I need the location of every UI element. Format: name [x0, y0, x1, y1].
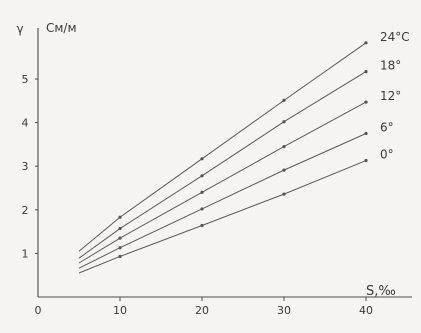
data-point [118, 226, 122, 231]
data-point [364, 100, 368, 104]
series-3: 18° [78, 59, 401, 259]
data-point [282, 120, 286, 124]
series-1: 6° [78, 121, 394, 269]
data-point [118, 236, 122, 240]
data-point [282, 144, 286, 149]
x-tick-label: 20 [195, 304, 209, 317]
data-point [282, 192, 286, 196]
series-line [78, 101, 367, 264]
data-point [364, 41, 368, 45]
axis-ticks: 0 10 20 30 40 1 2 3 4 5 [22, 73, 374, 317]
x-axis-label: S,‰ [366, 284, 396, 299]
y-tick-label: 5 [22, 73, 29, 86]
data-point [200, 157, 204, 161]
y-tick-label: 3 [22, 160, 29, 173]
data-point [282, 168, 286, 172]
series-line [78, 160, 367, 274]
series-group: 0° 6° 12° 18° 24°C [78, 30, 410, 274]
y-axis-label: Cм/м [46, 21, 77, 35]
y-tick-label: 2 [22, 204, 29, 217]
series-line [78, 71, 367, 259]
series-line [78, 133, 367, 269]
data-point [282, 98, 286, 102]
y-axis-symbol: γ [16, 22, 23, 36]
data-point [118, 246, 122, 250]
data-point [200, 223, 204, 228]
x-tick-label: 30 [277, 304, 291, 317]
series-label: 6° [380, 121, 394, 135]
series-label: 0° [380, 148, 394, 162]
series-label: 18° [380, 59, 401, 73]
series-2: 12° [78, 89, 401, 264]
series-line [78, 42, 367, 252]
y-tick-label: 1 [22, 247, 29, 260]
series-label: 12° [380, 89, 401, 103]
data-point [118, 254, 122, 259]
series-4: 24°C [78, 30, 410, 252]
data-point [118, 215, 122, 219]
x-tick-label: 0 [35, 304, 42, 317]
x-tick-label: 40 [359, 304, 373, 317]
data-point [200, 190, 204, 194]
series-label: 24°C [380, 30, 410, 44]
series-0: 0° [78, 148, 394, 274]
data-point [364, 69, 368, 74]
data-point [200, 174, 204, 178]
data-point [200, 207, 204, 211]
y-tick-label: 4 [22, 117, 29, 130]
data-point [364, 131, 368, 136]
data-point [364, 158, 368, 163]
x-tick-label: 10 [113, 304, 127, 317]
